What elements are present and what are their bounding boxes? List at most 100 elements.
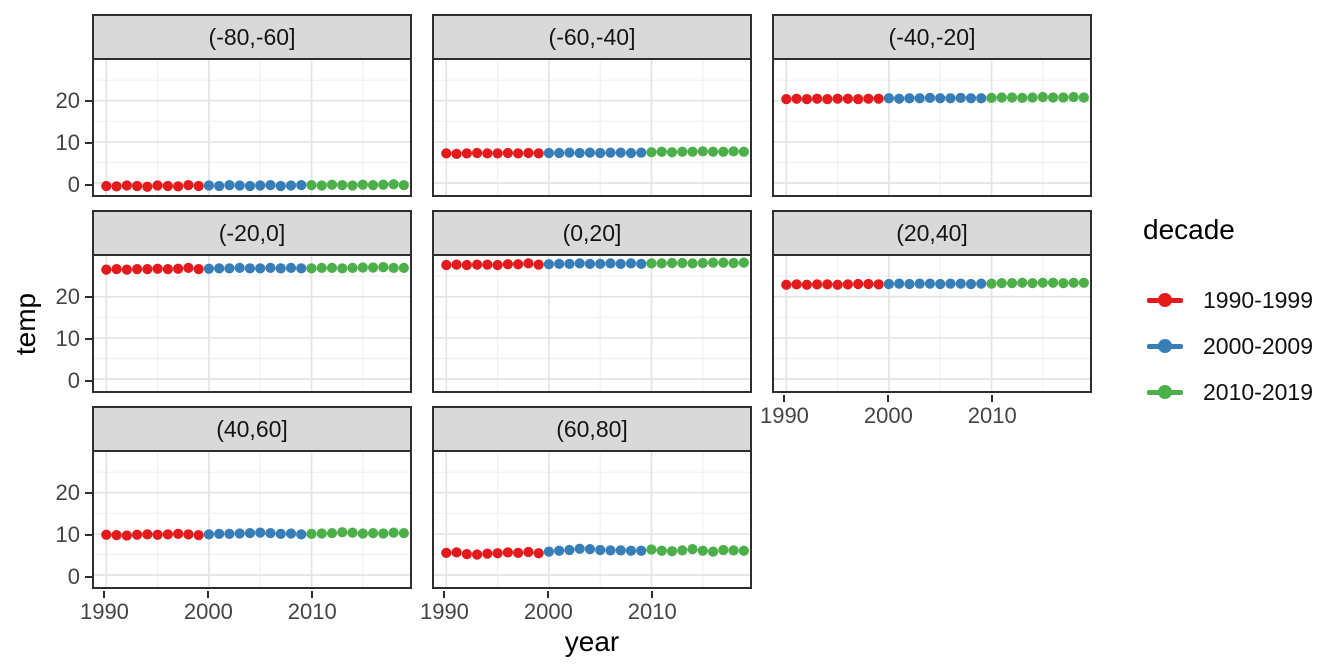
data-point	[677, 257, 688, 269]
data-point	[378, 261, 389, 273]
facet-plot-svg	[94, 60, 410, 195]
facet-lat-60-80: (60,80]	[432, 406, 752, 589]
data-point	[451, 148, 462, 159]
data-point	[255, 527, 266, 538]
data-point	[482, 148, 493, 159]
facet-strip-label: (60,80]	[556, 415, 628, 442]
data-point	[1078, 92, 1089, 103]
data-point	[822, 279, 833, 290]
data-point	[316, 180, 327, 191]
y-axis-tick-label: 20	[55, 88, 80, 114]
data-point	[461, 548, 472, 560]
x-axis-tick	[311, 591, 314, 598]
facet-plot-area	[92, 58, 412, 197]
data-point	[564, 258, 575, 269]
data-point	[1047, 92, 1059, 103]
facet-strip: (60,80]	[432, 406, 752, 452]
data-point	[482, 259, 493, 270]
data-point	[1058, 278, 1069, 289]
y-axis-tick-label: 10	[55, 130, 80, 156]
data-point	[357, 179, 368, 190]
y-axis-tick-label: 20	[55, 480, 80, 506]
data-point	[801, 93, 812, 105]
legend-entry-label: 2010-2019	[1203, 378, 1313, 405]
data-point	[636, 258, 647, 269]
data-point	[502, 259, 514, 270]
data-point	[203, 180, 215, 191]
data-point	[965, 278, 977, 290]
data-point	[996, 92, 1007, 103]
data-point	[1027, 278, 1038, 289]
data-point	[183, 529, 194, 540]
data-point	[646, 147, 657, 158]
data-point	[512, 259, 524, 270]
data-point	[595, 544, 606, 556]
data-point	[451, 547, 462, 558]
data-point	[265, 262, 276, 274]
x-axis-tick	[207, 591, 210, 598]
data-point	[203, 529, 215, 540]
data-point	[101, 180, 112, 192]
data-point	[142, 181, 153, 192]
data-point	[781, 93, 792, 105]
x-axis-tick	[443, 591, 446, 598]
facet-plot-svg	[94, 256, 410, 391]
data-point	[801, 279, 812, 290]
x-axis-tick-label: 2000	[183, 599, 233, 624]
data-point	[533, 148, 544, 159]
data-point	[265, 179, 276, 191]
data-point	[986, 278, 997, 289]
data-point	[234, 180, 245, 191]
data-point	[543, 546, 555, 557]
data-point	[492, 548, 503, 559]
data-point	[441, 259, 452, 271]
x-axis-title: year	[564, 626, 620, 657]
facet-plot-area	[432, 450, 752, 589]
facet-plot-area	[92, 254, 412, 393]
data-point	[244, 527, 256, 539]
data-point	[584, 258, 596, 269]
data-point	[367, 179, 379, 191]
data-point	[1017, 92, 1028, 103]
data-point	[955, 92, 966, 103]
data-point	[357, 262, 368, 273]
data-point	[924, 92, 936, 103]
data-point	[1078, 277, 1089, 288]
data-point	[172, 181, 184, 192]
y-axis-tick-label: 0	[67, 171, 80, 197]
data-point	[636, 147, 647, 158]
facet-plot-svg	[774, 256, 1090, 391]
data-point	[172, 263, 184, 274]
data-point	[728, 545, 739, 556]
data-point	[398, 527, 409, 539]
data-point	[306, 263, 317, 274]
x-axis-tick-label: 1990	[419, 599, 469, 624]
data-point	[306, 179, 317, 191]
facet-plot-area	[432, 58, 752, 197]
data-point	[378, 179, 389, 190]
data-point	[883, 93, 895, 104]
data-point	[986, 92, 997, 103]
data-point	[605, 147, 616, 158]
x-axis-tick	[103, 591, 106, 598]
data-point	[441, 547, 452, 558]
data-point	[811, 93, 823, 104]
data-point	[1068, 91, 1079, 103]
data-point	[255, 263, 266, 274]
data-point	[285, 180, 297, 191]
data-point	[275, 528, 286, 540]
data-point	[121, 530, 132, 541]
y-axis-tick-label: 10	[55, 522, 80, 548]
data-point	[296, 529, 307, 540]
y-axis-tick	[85, 379, 92, 382]
facet-strip-label: (-40,-20]	[888, 23, 976, 50]
data-point	[244, 263, 256, 274]
facet-plot-svg	[94, 452, 410, 587]
data-point	[677, 146, 688, 157]
data-point	[214, 180, 225, 192]
data-point	[131, 180, 143, 192]
data-point	[883, 278, 895, 290]
data-point	[162, 180, 174, 192]
data-point	[378, 528, 389, 539]
data-point	[523, 147, 534, 159]
